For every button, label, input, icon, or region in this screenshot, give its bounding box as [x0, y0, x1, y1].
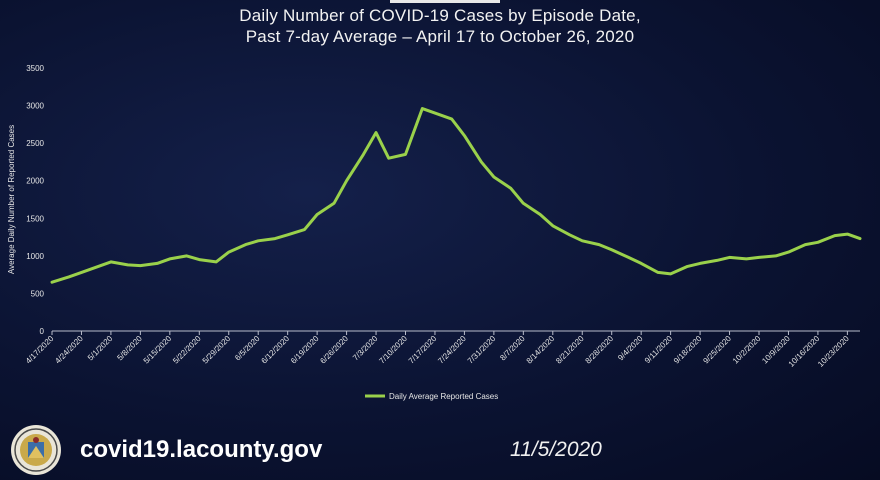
x-tick-label: 6/19/2020 [289, 334, 321, 366]
x-tick-label: 4/24/2020 [53, 334, 85, 366]
legend-label: Daily Average Reported Cases [389, 392, 498, 401]
y-tick-label: 500 [31, 289, 45, 298]
x-tick-label: 4/17/2020 [24, 334, 56, 366]
x-tick-label: 10/23/2020 [816, 334, 851, 369]
footer-date: 11/5/2020 [510, 438, 602, 461]
x-tick-label: 7/3/2020 [351, 334, 380, 363]
y-tick-label: 1500 [26, 214, 44, 223]
y-tick-label: 1000 [26, 252, 44, 261]
x-tick-label: 10/2/2020 [731, 334, 763, 366]
x-tick-label: 7/31/2020 [466, 334, 498, 366]
x-tick-label: 8/14/2020 [525, 334, 557, 366]
header-accent-bar [390, 0, 500, 3]
x-tick-label: 6/12/2020 [260, 334, 292, 366]
y-tick-label: 2500 [26, 139, 44, 148]
x-tick-label: 7/10/2020 [377, 334, 409, 366]
x-tick-label: 9/11/2020 [643, 334, 674, 365]
chart-subtitle: Past 7-day Average – April 17 to October… [245, 27, 635, 46]
x-tick-label: 5/29/2020 [201, 334, 233, 366]
x-tick-label: 7/24/2020 [436, 334, 468, 366]
y-axis-ticks: 0 500 1000 1500 2000 2500 3000 3500 [26, 64, 44, 336]
x-tick-label: 9/4/2020 [616, 334, 645, 363]
x-tick-label: 5/8/2020 [115, 334, 144, 363]
county-seal-logo [11, 425, 61, 475]
x-tick-label: 9/25/2020 [701, 334, 733, 366]
y-tick-label: 2000 [26, 177, 44, 186]
x-tick-label: 9/18/2020 [672, 334, 704, 366]
x-tick-label: 6/26/2020 [318, 334, 350, 366]
x-tick-label: 7/17/2020 [407, 334, 439, 366]
legend: Daily Average Reported Cases [365, 392, 498, 401]
y-axis-label: Average Daily Number of Reported Cases [7, 125, 16, 274]
y-tick-label: 0 [40, 327, 45, 336]
series-line-daily-average [50, 107, 862, 284]
line-chart: 0 500 1000 1500 2000 2500 3000 3500 4/17/20204/… [7, 64, 862, 401]
x-tick-label: 6/5/2020 [233, 334, 262, 363]
footer-url: covid19.lacounty.gov [80, 436, 323, 463]
x-tick-label: 8/21/2020 [554, 334, 586, 366]
chart-title: Daily Number of COVID-19 Cases by Episod… [239, 6, 641, 25]
y-tick-label: 3500 [26, 64, 44, 73]
x-tick-label: 5/1/2020 [86, 334, 115, 363]
x-tick-label: 8/28/2020 [584, 334, 616, 366]
y-tick-label: 3000 [26, 102, 44, 111]
x-tick-label: 5/22/2020 [171, 334, 203, 366]
x-tick-label: 8/7/2020 [498, 334, 527, 363]
x-tick-label: 5/15/2020 [142, 334, 174, 366]
